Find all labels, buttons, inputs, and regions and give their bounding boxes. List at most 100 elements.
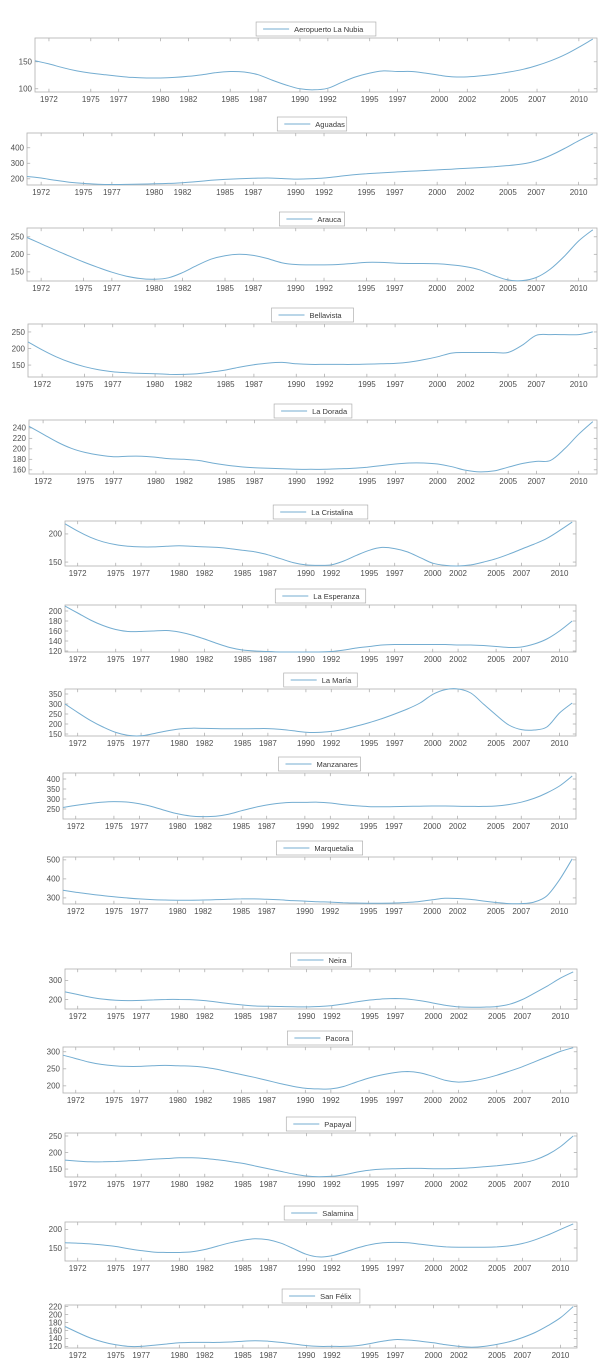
legend-box	[283, 1205, 359, 1221]
x-tick-label: 1982	[196, 739, 214, 748]
y-tick-label: 200	[49, 995, 63, 1004]
x-tick-label: 1982	[175, 477, 193, 486]
plot-box	[64, 968, 578, 1010]
chart-san-f-lix: 1972 1975 1977 1980 1982 1985 1987 1990 1992 1995…	[49, 1288, 578, 1360]
x-tick-label: 1990	[297, 569, 315, 578]
x-tick-label: 1997	[386, 569, 404, 578]
x-tick-label: 1990	[296, 1096, 314, 1105]
x-tick-label: 1985	[221, 95, 239, 104]
y-tick-label: 220	[49, 1302, 63, 1311]
x-tick-label: 1985	[234, 1180, 252, 1189]
legend: Aeropuerto La Nubia	[255, 21, 377, 37]
x-tick-label: 1995	[358, 284, 376, 293]
x-tick-label: 1975	[107, 655, 125, 664]
chart-la-esperanza: 1972 1975 1977 1980 1982 1985 1987 1990 1992 1995…	[49, 588, 577, 664]
x-tick-label: 1992	[321, 822, 339, 831]
x-tick-label: 1972	[33, 380, 51, 389]
legend-box	[283, 672, 358, 688]
x-tick-label: 2007	[528, 95, 546, 104]
chart-bellavista: 1972 1975 1977 1980 1982 1985 1987 1990 1992 1995…	[12, 307, 598, 389]
x-tick-label: 1975	[107, 1012, 125, 1021]
x-tick-label: 1992	[322, 655, 340, 664]
y-tick-label: 250	[12, 328, 26, 337]
x-tick-label: 1982	[196, 1180, 214, 1189]
x-tick-label: 1980	[145, 284, 163, 293]
legend: Aguadas	[276, 116, 348, 132]
x-tick-label: 1987	[249, 95, 267, 104]
y-tick-label: 160	[49, 627, 63, 636]
x-tick-label: 1992	[322, 569, 340, 578]
x-tick-label: 1980	[169, 1096, 187, 1105]
x-tick-label: 1982	[174, 188, 192, 197]
x-tick-label: 1977	[105, 477, 123, 486]
legend-box	[271, 307, 354, 323]
x-tick-label: 2010	[552, 1351, 570, 1360]
x-tick-label: 1997	[386, 739, 404, 748]
x-tick-label: 1985	[234, 1351, 252, 1360]
axis-ticks	[65, 1305, 577, 1348]
legend: Neira	[290, 952, 352, 968]
x-tick-label: 2010	[551, 569, 569, 578]
y-tick-label: 250	[47, 805, 61, 814]
plot-box	[64, 1304, 578, 1349]
chart-pacora: 1972 1975 1977 1980 1982 1985 1987 1990 1992 1995…	[47, 1030, 578, 1105]
legend: San Félix	[281, 1288, 361, 1304]
x-tick-label: 1985	[234, 739, 252, 748]
x-tick-label: 2000	[428, 188, 446, 197]
legend-label: Neira	[329, 956, 348, 965]
y-tick-label: 300	[47, 1048, 61, 1057]
legend: Bellavista	[271, 307, 354, 323]
x-tick-label: 1987	[258, 907, 276, 916]
x-tick-label: 2002	[449, 1096, 467, 1105]
legend-label: Salamina	[322, 1209, 354, 1218]
x-tick-label: 1992	[322, 1096, 340, 1105]
y-tick-label: 200	[49, 720, 63, 729]
x-tick-label: 1982	[196, 1012, 214, 1021]
x-tick-label: 1980	[170, 1264, 188, 1273]
x-tick-label: 1987	[259, 569, 277, 578]
x-tick-label: 1985	[216, 188, 234, 197]
x-tick-label: 1977	[132, 569, 150, 578]
chart-neira: 1972 1975 1977 1980 1982 1985 1987 1990 1992 1995…	[49, 952, 578, 1021]
x-tick-label: 1995	[360, 822, 378, 831]
tick-labels: 1972 1975 1977 1980 1982 1985 1987 1990 1992 1995…	[12, 328, 588, 389]
x-tick-label: 1972	[67, 822, 85, 831]
legend-label: Arauca	[317, 215, 342, 224]
y-tick-label: 200	[13, 445, 27, 454]
legend-box	[272, 504, 369, 520]
x-tick-label: 2010	[570, 95, 588, 104]
x-tick-label: 2002	[458, 95, 476, 104]
x-tick-label: 1992	[323, 1012, 341, 1021]
tick-labels: 1972 1975 1977 1980 1982 1985 1987 1990 1992 1995…	[13, 424, 588, 486]
legend-label: Bellavista	[310, 311, 343, 320]
x-tick-label: 1990	[288, 477, 306, 486]
chart-arauca: 1972 1975 1977 1980 1982 1985 1987 1990 1992 1995…	[11, 211, 598, 293]
tick-labels: 1972 1975 1977 1980 1982 1985 1987 1990 1992 1995…	[47, 856, 569, 916]
tick-labels: 1972 1975 1977 1980 1982 1985 1987 1990 1992 1995…	[49, 530, 569, 578]
x-tick-label: 2005	[500, 95, 518, 104]
plot-box	[27, 323, 598, 378]
x-tick-label: 2007	[513, 655, 531, 664]
y-tick-label: 150	[12, 361, 26, 370]
axis-ticks	[29, 420, 597, 474]
x-tick-label: 2007	[513, 739, 531, 748]
x-tick-label: 1985	[234, 1012, 252, 1021]
x-tick-label: 2000	[429, 380, 447, 389]
legend-label: Manzanares	[317, 760, 359, 769]
x-tick-label: 1992	[323, 1264, 341, 1273]
y-tick-label: 300	[47, 795, 61, 804]
x-tick-label: 2010	[552, 1012, 570, 1021]
x-tick-label: 1997	[386, 188, 404, 197]
axis-ticks	[28, 324, 597, 377]
x-tick-label: 1977	[132, 1180, 150, 1189]
x-tick-label: 2002	[449, 655, 467, 664]
x-tick-label: 1985	[232, 907, 250, 916]
y-tick-label: 150	[49, 730, 63, 739]
x-tick-label: 1995	[360, 569, 378, 578]
x-tick-label: 1972	[67, 907, 85, 916]
tick-labels: 1972 1975 1977 1980 1982 1985 1987 1990 1992 1995…	[49, 690, 569, 748]
legend-label: Marquetalia	[314, 844, 354, 853]
series-line	[26, 229, 594, 282]
axis-ticks	[65, 521, 576, 566]
x-tick-label: 2005	[499, 284, 517, 293]
